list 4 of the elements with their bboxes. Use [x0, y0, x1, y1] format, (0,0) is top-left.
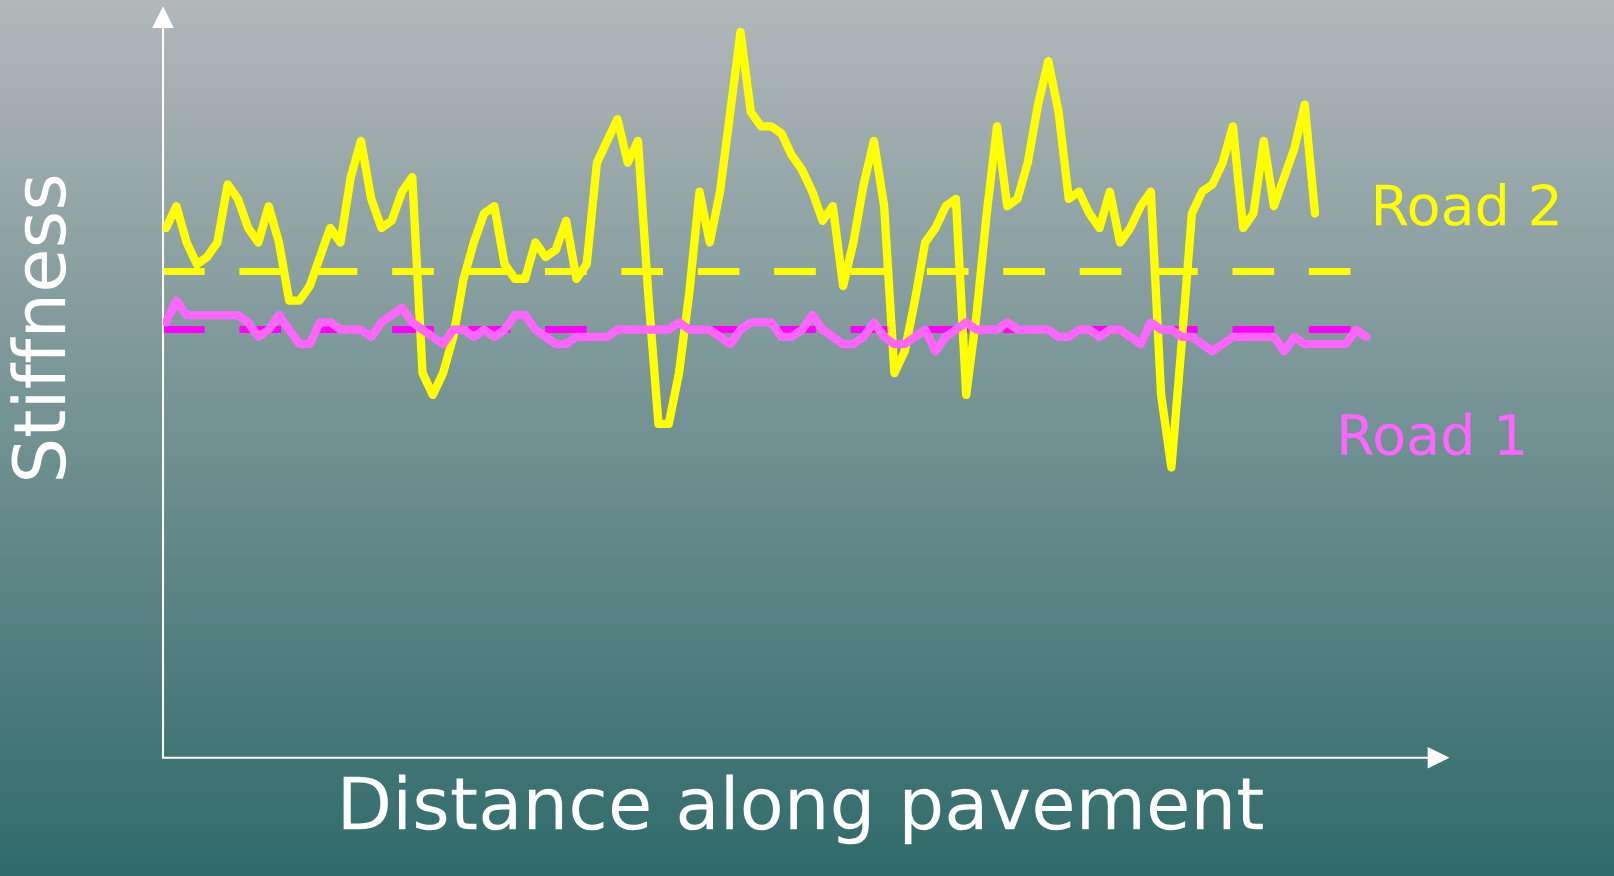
series-label: Road 1 — [1341, 412, 1524, 456]
y-axis-title: Stiffness — [10, 176, 67, 479]
x-axis-title: Distance along pavement — [343, 774, 1263, 845]
series-label: Road 2 — [1375, 183, 1558, 227]
